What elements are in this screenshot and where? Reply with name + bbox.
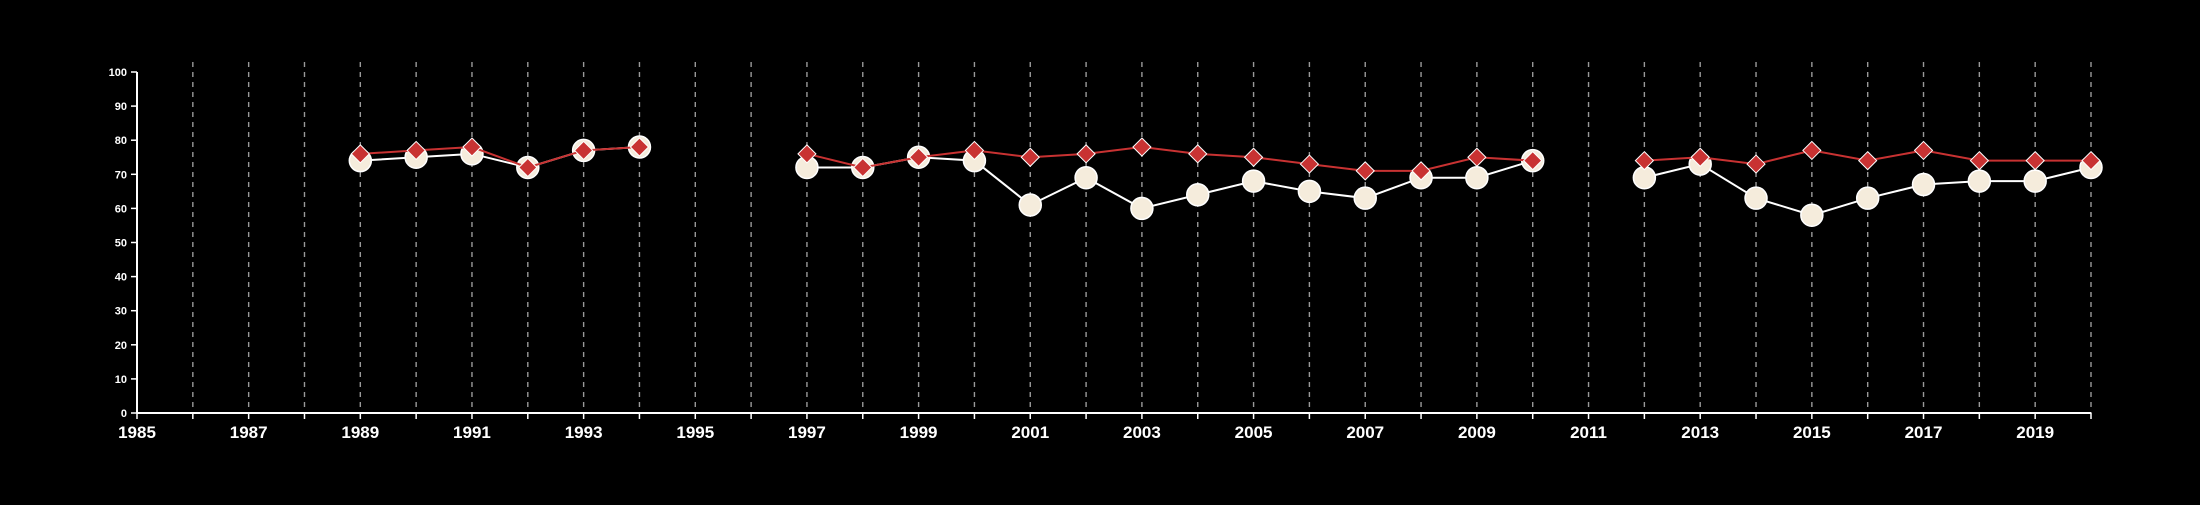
data-point-diamond	[1969, 150, 1990, 171]
data-point-diamond	[350, 144, 371, 164]
y-tick-label: 50	[115, 238, 127, 250]
x-tick-label: 2007	[1346, 423, 1384, 442]
data-point-diamond	[853, 157, 873, 178]
x-tick-label: 2001	[1011, 423, 1049, 442]
data-point-diamond	[1690, 147, 1710, 167]
data-point-circle	[2023, 169, 2047, 193]
data-point-circle	[1074, 165, 1098, 190]
x-tick-label: 2013	[1681, 423, 1719, 442]
y-tick-label: 40	[115, 272, 127, 284]
data-point-diamond	[1355, 161, 1375, 181]
y-tick-label: 100	[109, 67, 127, 79]
x-tick-label: 1999	[900, 423, 938, 442]
y-tick-label: 20	[115, 340, 127, 352]
x-tick-label: 2011	[1570, 423, 1607, 442]
data-point-diamond	[629, 137, 650, 157]
data-point-diamond	[1076, 144, 1096, 164]
x-tick-label: 2003	[1123, 423, 1161, 442]
data-point-circle	[1185, 183, 1210, 207]
y-tick-label: 90	[115, 101, 127, 113]
data-point-circle	[1744, 186, 1768, 210]
data-point-circle	[1353, 186, 1377, 210]
x-tick-label: 1993	[565, 423, 603, 442]
data-point-diamond	[1913, 140, 1934, 161]
data-point-circle	[1800, 203, 1824, 227]
axes: 0 10 20 30 40 50 60 70 80 90 100 1985 1987 1989 1991 19…	[109, 67, 2092, 442]
data-point-diamond	[1132, 137, 1152, 157]
y-tick-label: 60	[115, 203, 127, 215]
data-point-diamond	[1188, 144, 1208, 164]
x-tick-label: 1995	[676, 423, 714, 442]
data-point-circle	[1967, 169, 1992, 193]
data-point-circle	[1130, 196, 1154, 221]
data-point-circle	[1465, 165, 1489, 190]
data-point-diamond	[518, 157, 538, 178]
series-line-diamond	[360, 146, 640, 169]
y-tick-label: 70	[115, 169, 127, 181]
x-tick-label: 1987	[230, 423, 268, 442]
x-tick-label: 2015	[1793, 423, 1831, 442]
data-point-diamond	[1243, 147, 1264, 167]
data-point-diamond	[462, 137, 482, 157]
x-tick-label: 2019	[2016, 423, 2054, 442]
data-point-diamond	[573, 140, 594, 161]
x-tick-label: 2017	[1905, 423, 1943, 442]
series-group	[348, 135, 2103, 227]
data-point-diamond	[964, 140, 985, 161]
x-tick-label: 1991	[453, 423, 491, 442]
data-point-diamond	[908, 147, 929, 167]
x-tick-label: 1985	[118, 423, 156, 442]
data-point-diamond	[1523, 150, 1543, 171]
x-tick-label: 2009	[1458, 423, 1496, 442]
data-point-diamond	[1746, 154, 1766, 174]
data-point-diamond	[1411, 161, 1431, 181]
y-tick-label: 80	[115, 135, 127, 147]
data-point-diamond	[406, 140, 426, 161]
gridlines	[192, 62, 2092, 413]
series-diamond	[350, 137, 2101, 181]
data-point-diamond	[1299, 154, 1320, 174]
x-tick-label: 1997	[788, 423, 826, 442]
x-tick-label: 2005	[1235, 423, 1273, 442]
data-point-circle	[1241, 169, 1266, 193]
y-tick-label: 10	[115, 374, 127, 386]
data-point-diamond	[2081, 150, 2101, 171]
y-tick-label: 0	[121, 408, 127, 420]
data-point-circle	[1018, 193, 1043, 217]
data-point-diamond	[1467, 147, 1487, 167]
data-point-circle	[1297, 179, 1322, 204]
data-point-circle	[1911, 172, 1936, 197]
data-point-diamond	[1020, 147, 1040, 167]
data-point-diamond	[1634, 150, 1655, 171]
data-point-circle	[1855, 186, 1880, 210]
data-point-diamond	[2025, 150, 2045, 171]
data-point-diamond	[797, 144, 817, 164]
data-point-diamond	[1802, 140, 1822, 161]
data-point-diamond	[1857, 150, 1878, 171]
x-tick-label: 1989	[341, 423, 379, 442]
y-tick-label: 30	[115, 306, 127, 318]
